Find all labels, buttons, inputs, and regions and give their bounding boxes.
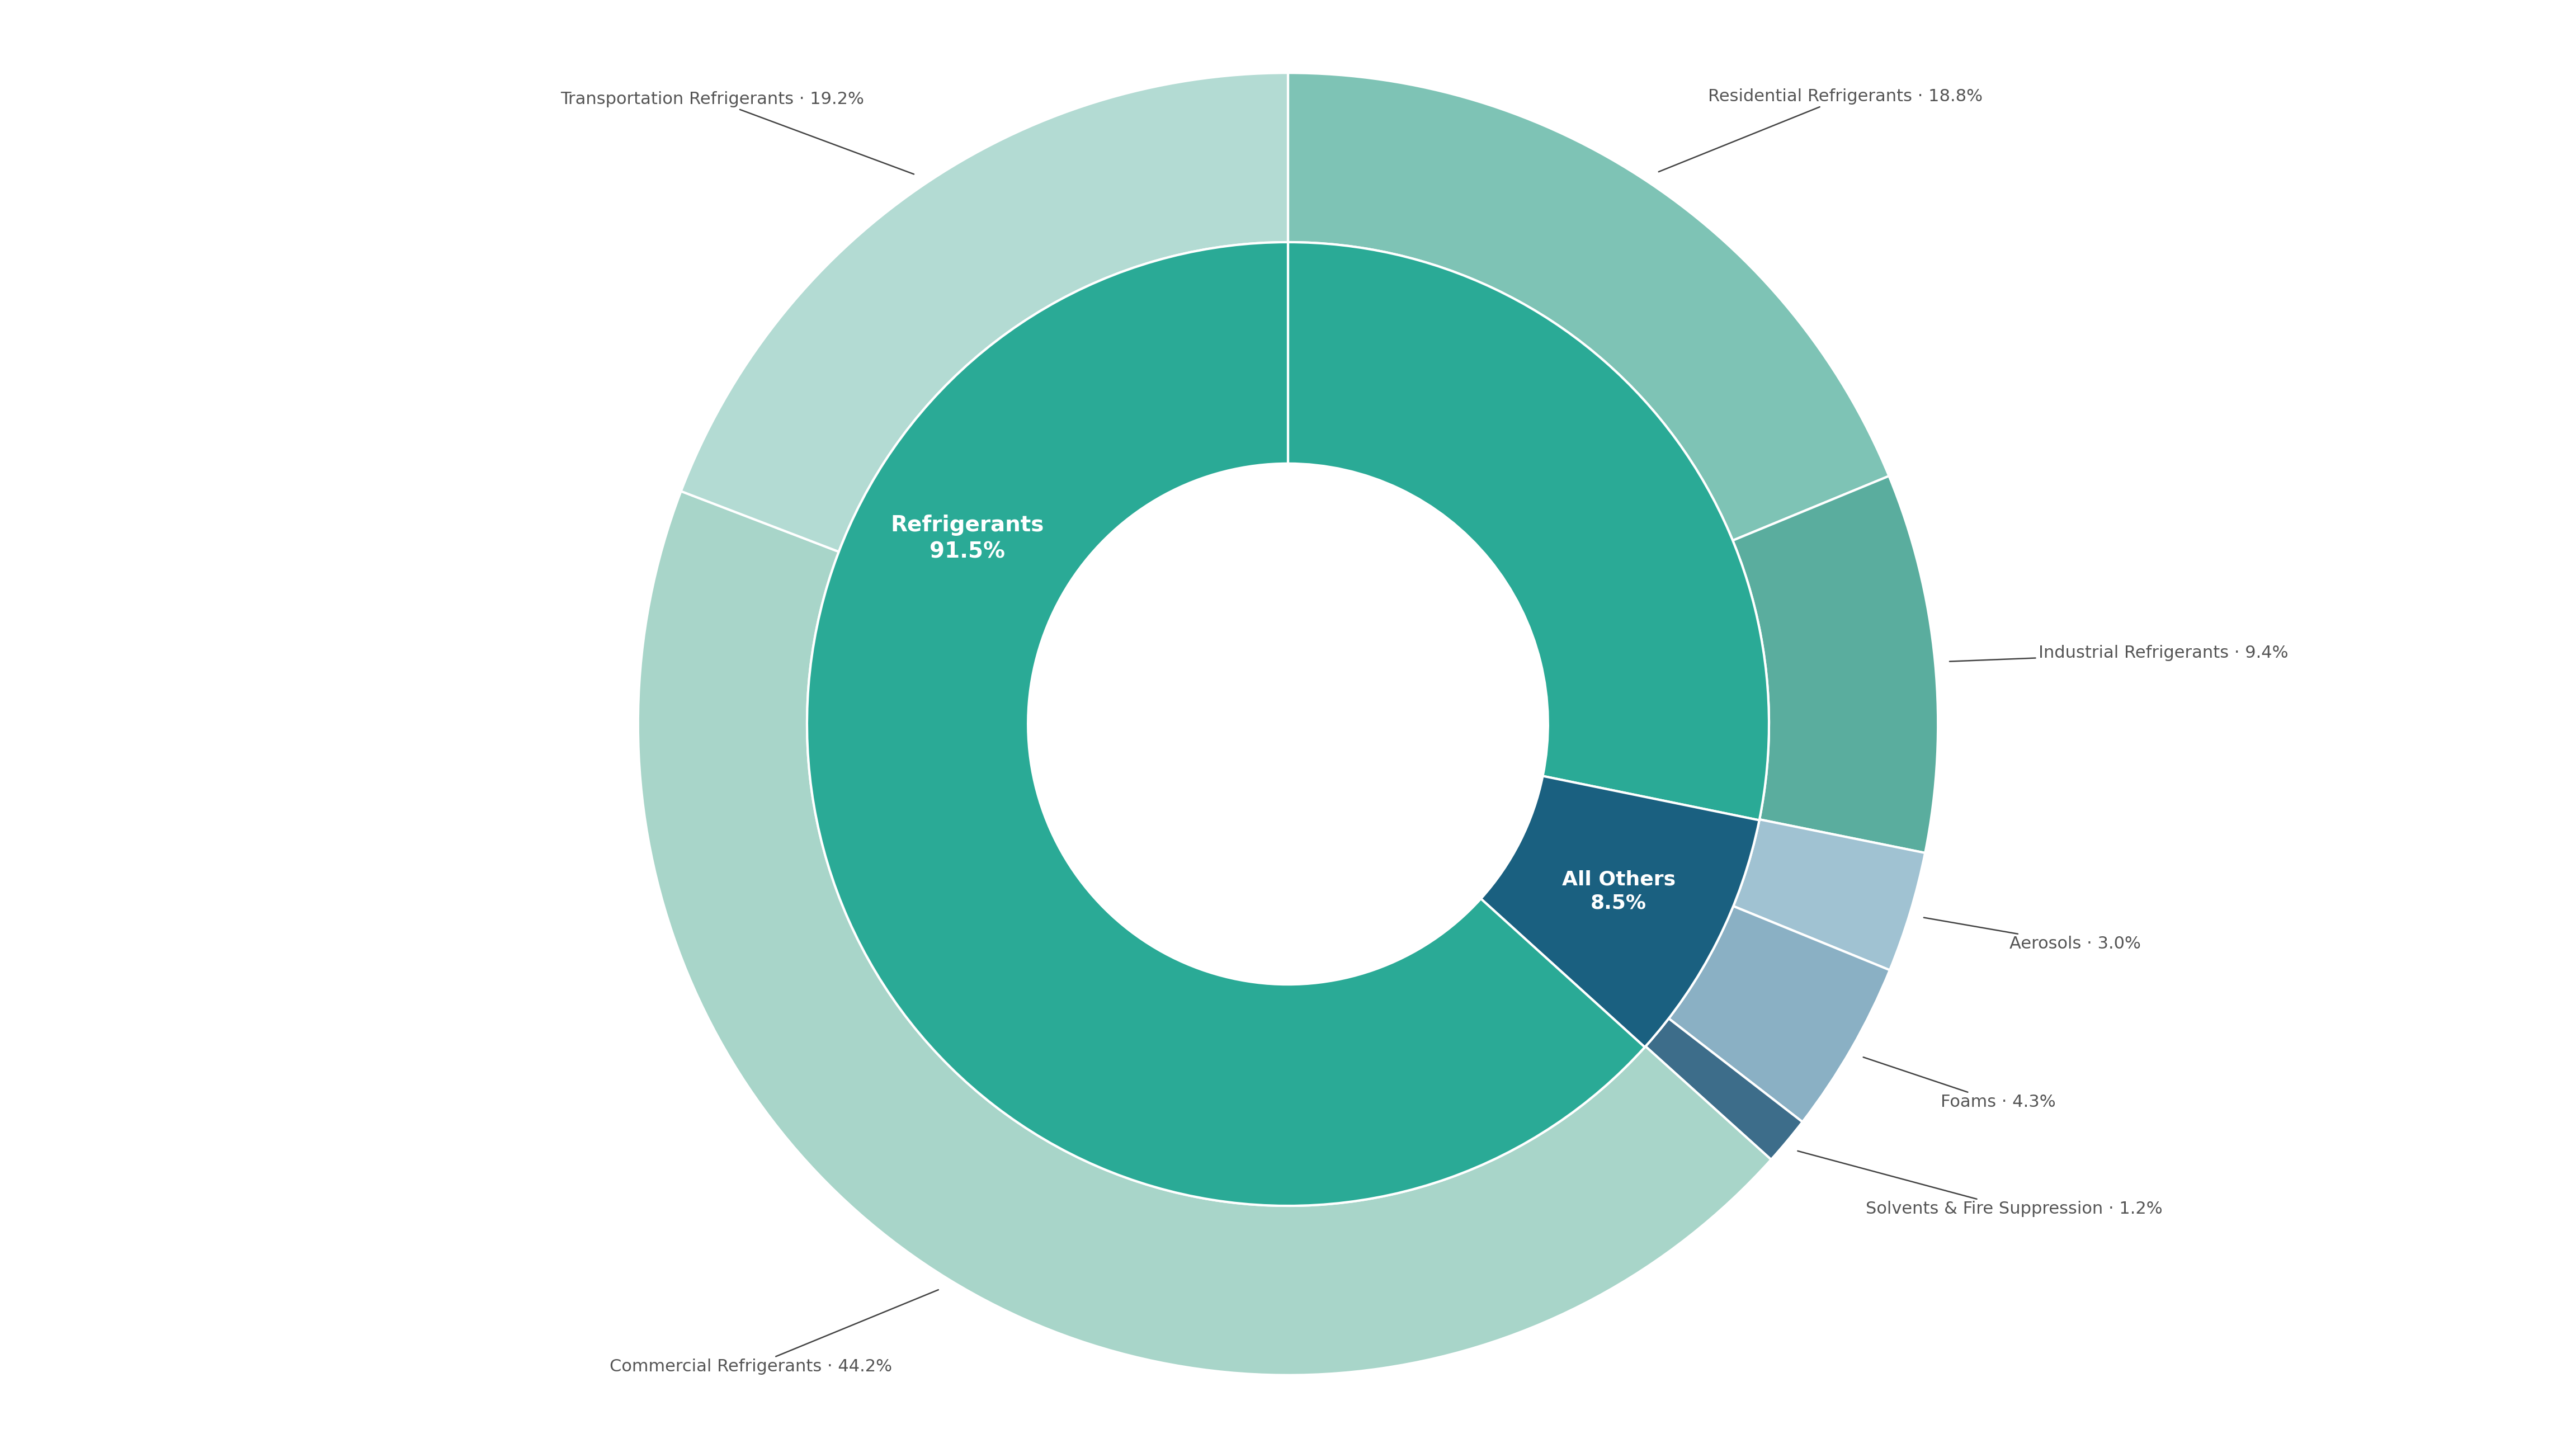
- Wedge shape: [1481, 776, 1759, 1047]
- Text: Aerosols · 3.0%: Aerosols · 3.0%: [1924, 918, 2141, 951]
- Wedge shape: [1288, 242, 1770, 820]
- Wedge shape: [639, 491, 1772, 1376]
- Text: Residential Refrigerants · 18.8%: Residential Refrigerants · 18.8%: [1659, 88, 1984, 172]
- Wedge shape: [1646, 1018, 1803, 1160]
- Text: Commercial Refrigerants · 44.2%: Commercial Refrigerants · 44.2%: [611, 1290, 938, 1374]
- Text: All Others
8.5%: All Others 8.5%: [1561, 870, 1674, 912]
- Wedge shape: [1734, 476, 1937, 853]
- Wedge shape: [1734, 820, 1924, 970]
- Wedge shape: [680, 72, 1288, 552]
- Text: Foams · 4.3%: Foams · 4.3%: [1862, 1057, 2056, 1111]
- Text: Refrigerants
91.5%: Refrigerants 91.5%: [891, 514, 1043, 562]
- Wedge shape: [1288, 72, 1888, 540]
- Wedge shape: [1669, 906, 1891, 1122]
- Wedge shape: [806, 242, 1643, 1206]
- Text: Solvents & Fire Suppression · 1.2%: Solvents & Fire Suppression · 1.2%: [1798, 1151, 2164, 1218]
- Text: Transportation Refrigerants · 19.2%: Transportation Refrigerants · 19.2%: [562, 91, 914, 174]
- Text: Industrial Refrigerants · 9.4%: Industrial Refrigerants · 9.4%: [1950, 644, 2287, 662]
